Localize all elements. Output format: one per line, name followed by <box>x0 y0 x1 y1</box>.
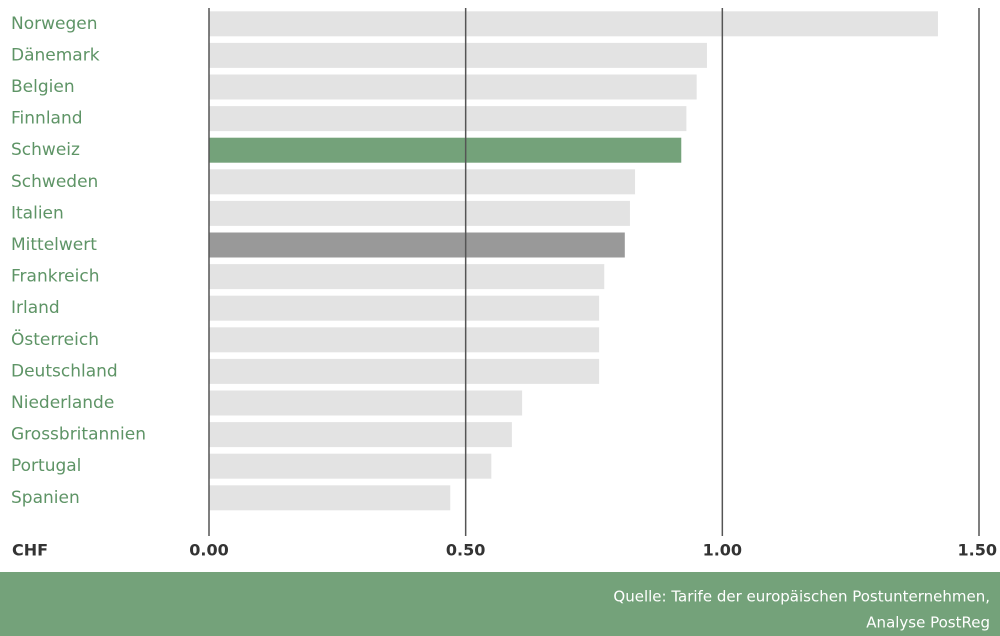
category-label: Frankreich <box>11 267 100 287</box>
bar <box>209 11 938 37</box>
source-line: Analyse PostReg <box>866 614 990 632</box>
bar <box>209 74 697 100</box>
x-tick-label: 0.50 <box>446 541 485 560</box>
bar <box>209 106 687 132</box>
bar <box>209 42 707 68</box>
x-tick-label: 1.00 <box>703 541 742 560</box>
bar <box>209 358 600 384</box>
bar <box>209 453 492 479</box>
x-tick-label: 1.50 <box>958 541 997 560</box>
source-line: Quelle: Tarife der europäischen Postunte… <box>613 588 990 606</box>
category-label: Irland <box>11 298 60 318</box>
category-label: Italien <box>11 203 64 223</box>
bar <box>209 295 600 321</box>
category-label: Portugal <box>11 456 81 476</box>
category-label: Finnland <box>11 109 83 129</box>
bar <box>209 232 625 258</box>
category-label: Norwegen <box>11 14 98 34</box>
category-label: Spanien <box>11 488 80 508</box>
bar <box>209 200 630 226</box>
category-label: Belgien <box>11 77 75 97</box>
bar <box>209 390 523 416</box>
category-label: Mittelwert <box>11 235 97 255</box>
category-label: Dänemark <box>11 45 100 65</box>
bar <box>209 264 605 290</box>
category-label: Grossbritannien <box>11 425 146 445</box>
bar <box>209 169 636 195</box>
category-label: Schweiz <box>11 140 80 160</box>
x-tick-label: 0.00 <box>189 541 228 560</box>
bar <box>209 485 451 511</box>
x-axis-label: CHF <box>12 541 48 560</box>
category-label: Niederlande <box>11 393 114 413</box>
bar <box>209 422 512 448</box>
category-label: Österreich <box>11 328 99 350</box>
bar <box>209 137 682 163</box>
category-label: Deutschland <box>11 361 118 381</box>
bar <box>209 327 600 353</box>
category-label: Schweden <box>11 172 98 192</box>
footer-band <box>0 572 1000 636</box>
